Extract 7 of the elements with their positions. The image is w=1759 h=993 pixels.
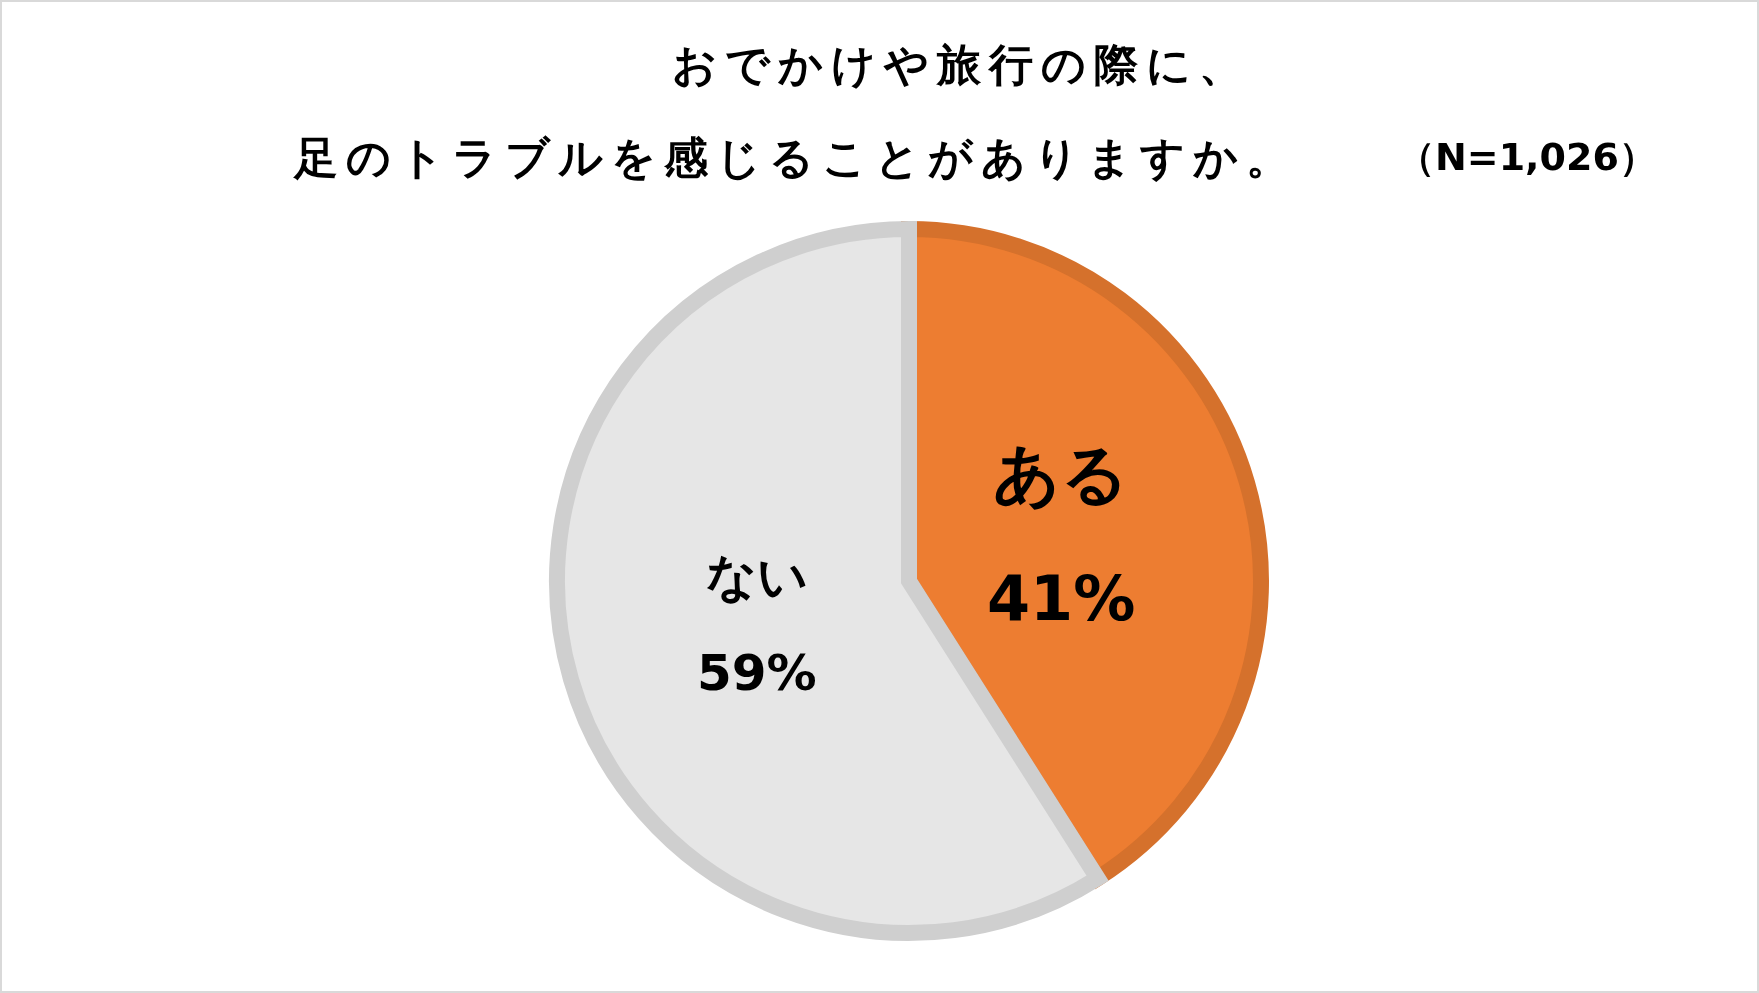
value-label: 59% [697, 644, 817, 703]
title: おでかけや旅行の際に、 [671, 38, 1251, 90]
category-label: ある [993, 436, 1130, 514]
value-label: 41% [986, 562, 1136, 636]
category-label: ない [705, 548, 808, 607]
subtitle: 足のトラブルを感じることがありますか。 [294, 131, 1298, 183]
annotation: （N=1,026） [1397, 135, 1657, 179]
